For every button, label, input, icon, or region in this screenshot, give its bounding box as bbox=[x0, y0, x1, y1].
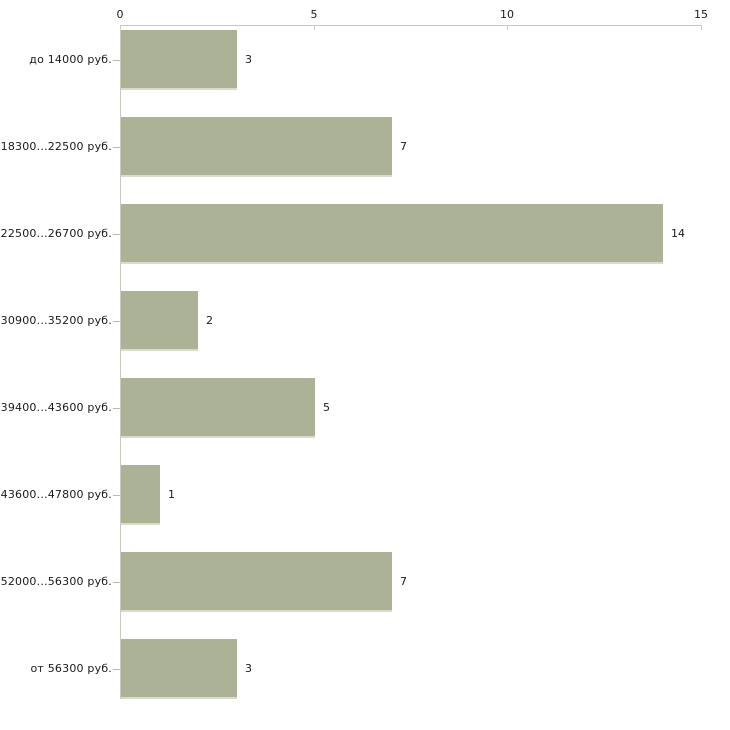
y-tick bbox=[113, 582, 120, 583]
value-label: 2 bbox=[206, 314, 213, 327]
bar bbox=[121, 639, 237, 699]
x-tick bbox=[507, 25, 508, 30]
value-label: 3 bbox=[245, 53, 252, 66]
category-label: 22500...26700 руб. bbox=[0, 227, 112, 240]
category-label: 18300...22500 руб. bbox=[0, 140, 112, 153]
bar bbox=[121, 30, 237, 90]
value-label: 1 bbox=[168, 488, 175, 501]
x-axis-line bbox=[120, 25, 702, 26]
y-tick bbox=[113, 234, 120, 235]
y-tick bbox=[113, 321, 120, 322]
value-label: 5 bbox=[323, 401, 330, 414]
category-label: от 56300 руб. bbox=[30, 662, 112, 675]
y-tick bbox=[113, 408, 120, 409]
y-tick bbox=[113, 60, 120, 61]
bar bbox=[121, 378, 315, 438]
bar bbox=[121, 204, 663, 264]
value-label: 14 bbox=[671, 227, 685, 240]
x-tick-label: 15 bbox=[694, 8, 708, 21]
x-tick bbox=[701, 25, 702, 30]
x-tick-label: 10 bbox=[500, 8, 514, 21]
value-label: 3 bbox=[245, 662, 252, 675]
y-tick bbox=[113, 147, 120, 148]
category-label: 52000...56300 руб. bbox=[0, 575, 112, 588]
y-tick bbox=[113, 495, 120, 496]
value-label: 7 bbox=[400, 575, 407, 588]
bar bbox=[121, 117, 392, 177]
bar bbox=[121, 465, 160, 525]
y-axis-line bbox=[120, 25, 121, 699]
category-label: 30900...35200 руб. bbox=[0, 314, 112, 327]
category-label: до 14000 руб. bbox=[29, 53, 112, 66]
category-label: 39400...43600 руб. bbox=[0, 401, 112, 414]
y-tick bbox=[113, 669, 120, 670]
value-label: 7 bbox=[400, 140, 407, 153]
x-tick bbox=[314, 25, 315, 30]
x-tick-label: 5 bbox=[310, 8, 318, 21]
x-tick bbox=[120, 25, 121, 30]
category-label: 43600...47800 руб. bbox=[0, 488, 112, 501]
bar bbox=[121, 552, 392, 612]
x-tick-label: 0 bbox=[116, 8, 124, 21]
bar bbox=[121, 291, 198, 351]
